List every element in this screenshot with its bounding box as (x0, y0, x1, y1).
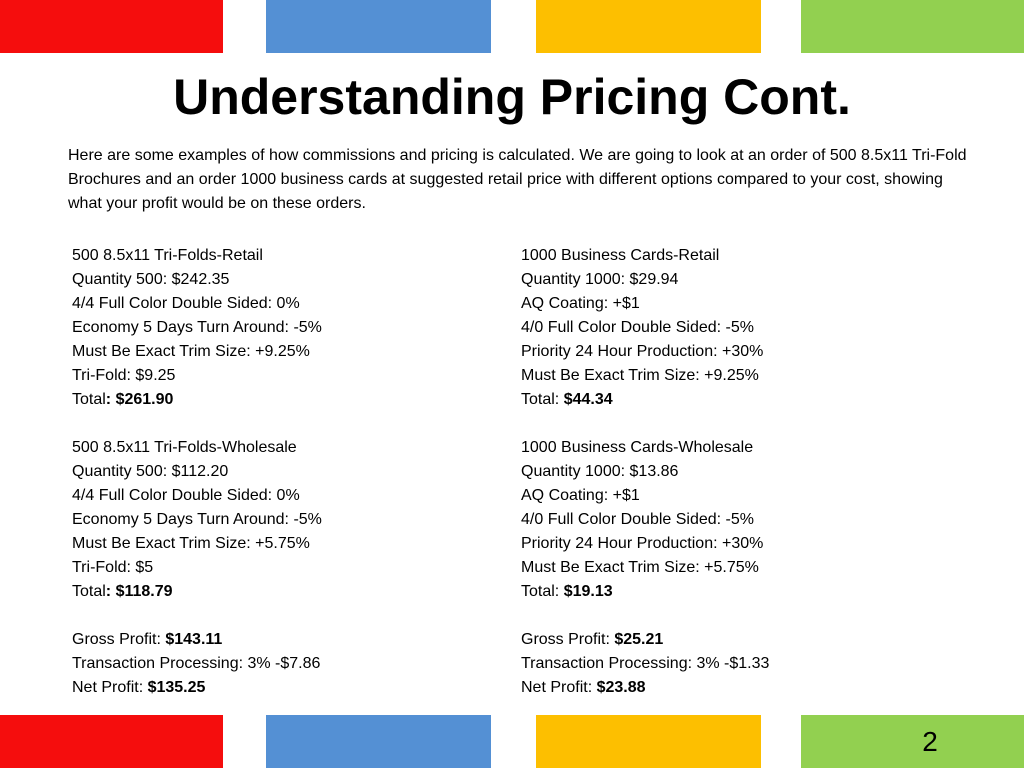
line-item: 4/0 Full Color Double Sided: -5% (521, 319, 755, 336)
bottom-green-bar (801, 715, 1024, 768)
total-value: : $261.90 (105, 391, 174, 408)
top-yellow-bar (536, 0, 761, 53)
line-item: Must Be Exact Trim Size: +9.25% (521, 367, 759, 384)
line-item: Tri-Fold: $9.25 (72, 367, 176, 384)
gross-profit-value: $143.11 (165, 631, 223, 648)
page-number: 2 (922, 726, 938, 757)
gross-profit: Gross Profit: $143.11 (72, 628, 492, 652)
tri-fold-retail-heading: 500 8.5x11 Tri-Folds-Retail (72, 247, 263, 264)
business-cards-retail-heading: 1000 Business Cards-Retail (521, 247, 720, 264)
transaction-processing: Transaction Processing: 3% -$7.86 (72, 655, 321, 672)
total-label: Total (72, 391, 106, 408)
transaction-processing: Transaction Processing: 3% -$1.33 (521, 655, 770, 672)
net-profit: Net Profit: $23.88 (521, 676, 961, 700)
line-item: Quantity 500: $242.35 (72, 271, 230, 288)
line-item: Quantity 1000: $13.86 (521, 463, 679, 480)
net-profit-value: $135.25 (147, 679, 206, 696)
line-item: Must Be Exact Trim Size: +5.75% (521, 559, 759, 576)
top-red-bar (0, 0, 223, 53)
bottom-red-bar (0, 715, 223, 768)
net-profit-label: Net Profit: (521, 679, 597, 696)
net-profit-value: $23.88 (596, 679, 646, 696)
total-label: Total: (521, 583, 564, 600)
line-item: Quantity 1000: $29.94 (521, 271, 679, 288)
total-label: Total (72, 583, 106, 600)
wholesale-total: Total: $19.13 (521, 580, 961, 604)
line-item: Must Be Exact Trim Size: +9.25% (72, 343, 310, 360)
total-label: Total: (521, 391, 564, 408)
line-item: AQ Coating: +$1 (521, 295, 640, 312)
retail-total: Total: $44.34 (521, 388, 961, 412)
line-item: 4/0 Full Color Double Sided: -5% (521, 511, 755, 528)
line-item: AQ Coating: +$1 (521, 487, 640, 504)
gross-profit-value: $25.21 (614, 631, 664, 648)
top-blue-bar (266, 0, 491, 53)
total-value: $19.13 (563, 583, 613, 600)
bottom-blue-bar (266, 715, 491, 768)
slide-title: Understanding Pricing Cont. (173, 69, 851, 125)
gross-profit-label: Gross Profit: (72, 631, 166, 648)
net-profit: Net Profit: $135.25 (72, 676, 492, 700)
line-item: Quantity 500: $112.20 (72, 463, 229, 480)
tri-fold-wholesale-heading: 500 8.5x11 Tri-Folds-Wholesale (72, 439, 297, 456)
net-profit-label: Net Profit: (72, 679, 148, 696)
total-value: : $118.79 (105, 583, 173, 600)
gross-profit: Gross Profit: $25.21 (521, 628, 961, 652)
line-item: Tri-Fold: $5 (72, 559, 154, 576)
intro-paragraph: Here are some examples of how commission… (68, 147, 967, 212)
wholesale-total: Total: $118.79 (72, 580, 492, 604)
line-item: Priority 24 Hour Production: +30% (521, 535, 764, 552)
total-value: $44.34 (563, 391, 613, 408)
top-green-bar (801, 0, 1024, 53)
tri-fold-column: 500 8.5x11 Tri-Folds-Retail Quantity 500… (72, 244, 492, 700)
gross-profit-label: Gross Profit: (521, 631, 615, 648)
line-item: Economy 5 Days Turn Around: -5% (72, 511, 322, 528)
line-item: Must Be Exact Trim Size: +5.75% (72, 535, 310, 552)
bottom-yellow-bar (536, 715, 761, 768)
business-cards-column: 1000 Business Cards-Retail Quantity 1000… (521, 244, 961, 700)
retail-total: Total: $261.90 (72, 388, 492, 412)
line-item: Economy 5 Days Turn Around: -5% (72, 319, 322, 336)
line-item: Priority 24 Hour Production: +30% (521, 343, 764, 360)
line-item: 4/4 Full Color Double Sided: 0% (72, 487, 300, 504)
business-cards-wholesale-heading: 1000 Business Cards-Wholesale (521, 439, 754, 456)
line-item: 4/4 Full Color Double Sided: 0% (72, 295, 300, 312)
